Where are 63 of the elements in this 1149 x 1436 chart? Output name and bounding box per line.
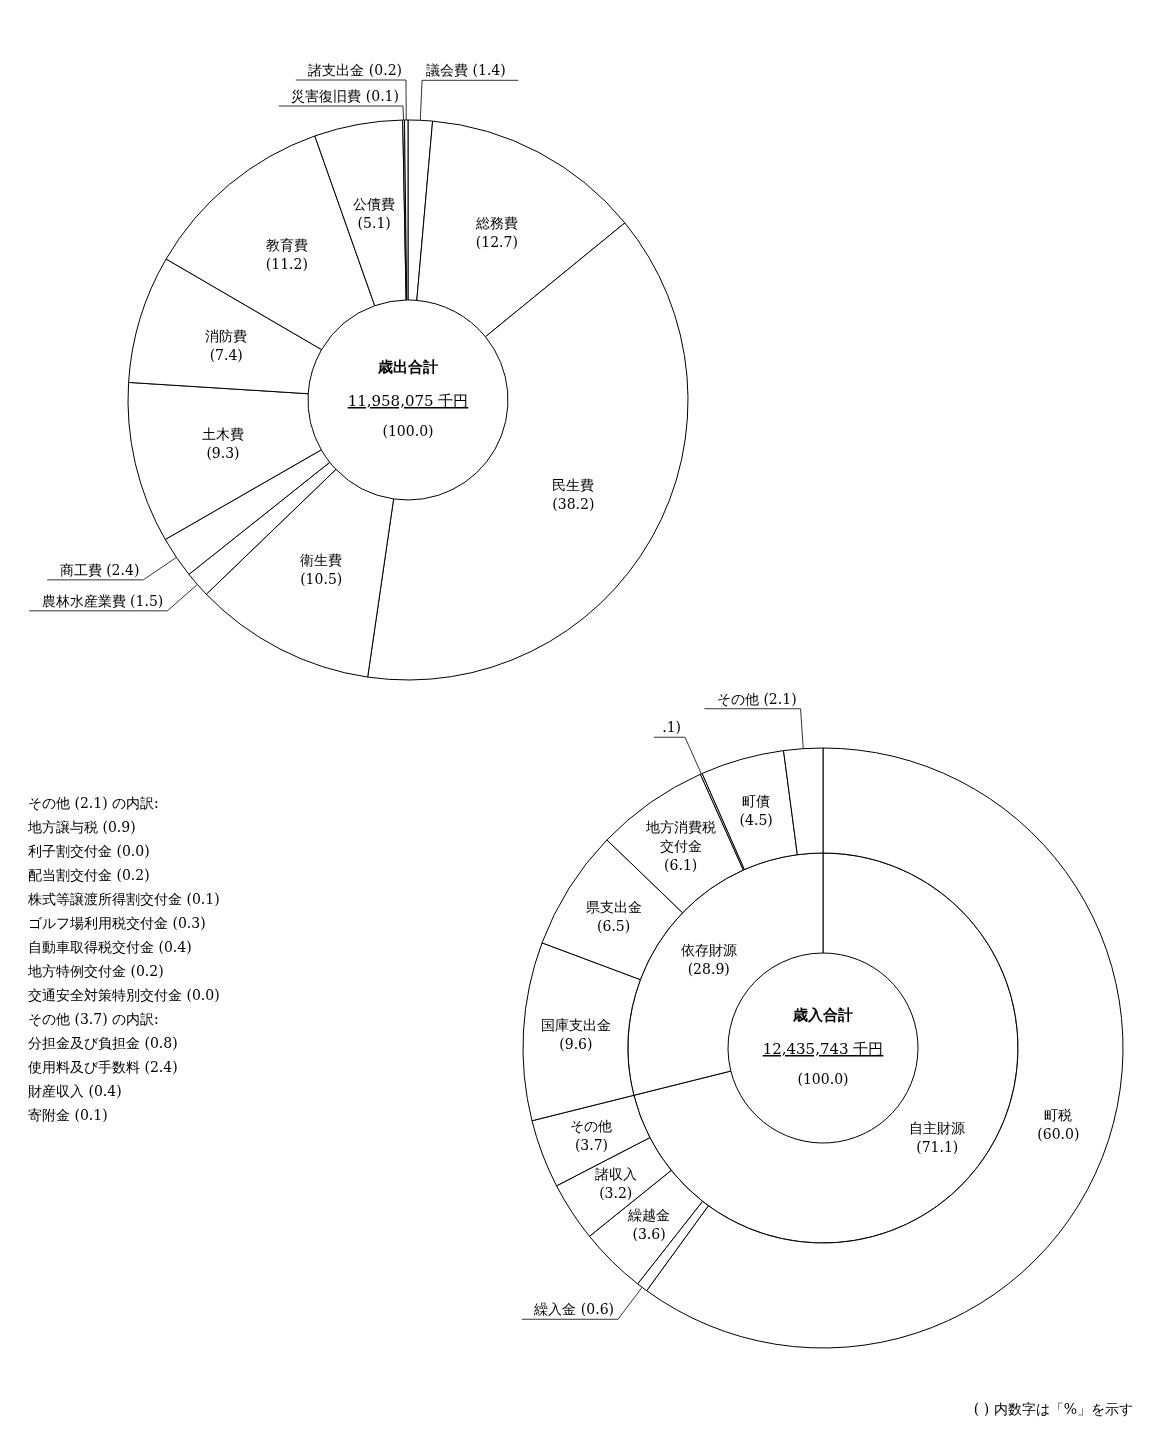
data-label: (71.1) [916, 1139, 959, 1156]
data-label: (3.6) [632, 1226, 666, 1243]
slice-label: 議会費 (1.4) [426, 62, 506, 79]
text: ( ) 内数字は「%」を示す [973, 1401, 1133, 1417]
data-label: (9.6) [559, 1036, 593, 1053]
data-label: (4.5) [739, 811, 773, 828]
slice-label: 国庫支出金 [540, 1017, 611, 1034]
data-label: (3.7) [574, 1137, 609, 1154]
text: 自動車取得税交付金 (0.4) [28, 939, 192, 955]
slice-label: 町税 [1044, 1107, 1073, 1124]
category-label: その他 (2.1) [716, 690, 797, 707]
text: 歳出合計 [377, 358, 438, 376]
slice-label: 農林水産業費 (1.5) [41, 592, 164, 609]
text: 分担金及び負担金 (0.8) [28, 1035, 178, 1051]
text: 歳入合計 [792, 1006, 853, 1024]
text: 寄附金 (0.1) [28, 1107, 108, 1123]
slice-label: 消防費 [205, 327, 248, 344]
text: 利子割交付金 (0.0) [28, 843, 150, 859]
slice-label: 繰入金 (0.6) [533, 1301, 614, 1318]
data-label: (3.2) [599, 1185, 633, 1202]
slice-label: 諸支出金 (0.2) [308, 62, 402, 79]
slice-label: 土木費 [201, 426, 244, 443]
slice-label: 繰越金 [627, 1207, 671, 1224]
data-label: (28.9) [687, 960, 730, 977]
slice-label: 公債費 [353, 196, 396, 213]
slice-label: 県支出金 [585, 899, 642, 916]
slice-label: 衛生費 [300, 552, 343, 569]
slice-label: 商工費 (2.4) [59, 561, 140, 578]
text: 11,958,075 千円 [347, 392, 469, 410]
text: 地方特例交付金 (0.2) [27, 963, 164, 979]
data-label: (9.3) [206, 445, 240, 462]
text: ゴルフ場利用税交付金 (0.3) [28, 915, 206, 931]
text: 交通安全対策特別交付金 (0.0) [28, 987, 220, 1003]
data-label: .1) [662, 719, 682, 736]
slice-label: 地方消費税交付金 [644, 818, 716, 854]
slice-label: 自主財源 [909, 1120, 966, 1137]
text: 配当割交付金 (0.2) [28, 867, 150, 883]
text: 地方譲与税 (0.9) [27, 819, 136, 835]
data-label: (7.4) [209, 346, 243, 363]
data-label: (6.5) [597, 918, 631, 935]
text: (100.0) [797, 1071, 849, 1087]
data-label: (60.0) [1037, 1126, 1080, 1143]
data-label: (6.1) [664, 856, 698, 873]
data-label: (10.5) [300, 571, 343, 588]
slice-label: 依存財源 [680, 941, 737, 958]
slice-label: 諸収入 [594, 1166, 637, 1183]
text: 財産収入 (0.4) [28, 1083, 122, 1099]
data-label: (38.2) [552, 495, 595, 512]
slice-label: その他 [570, 1118, 613, 1135]
text: (100.0) [382, 423, 434, 439]
slice-label: 災害復旧費 (0.1) [291, 88, 399, 105]
data-label: (5.1) [357, 215, 391, 232]
slice-label: 民生費 [552, 476, 595, 493]
slice-label: 町債 [742, 792, 771, 809]
data-label: (11.2) [265, 255, 308, 272]
slice-label: 総務費 [474, 215, 518, 232]
data-label: (12.7) [475, 234, 518, 251]
text: 使用料及び手数料 (2.4) [28, 1059, 178, 1075]
slice-label: 教育費 [265, 236, 308, 253]
text: その他 (3.7) の内訳: [28, 1011, 159, 1027]
text: その他 (2.1) の内訳: [28, 795, 159, 811]
text: 株式等譲渡所得割交付金 (0.1) [27, 891, 220, 907]
text: 12,435,743 千円 [762, 1040, 884, 1058]
